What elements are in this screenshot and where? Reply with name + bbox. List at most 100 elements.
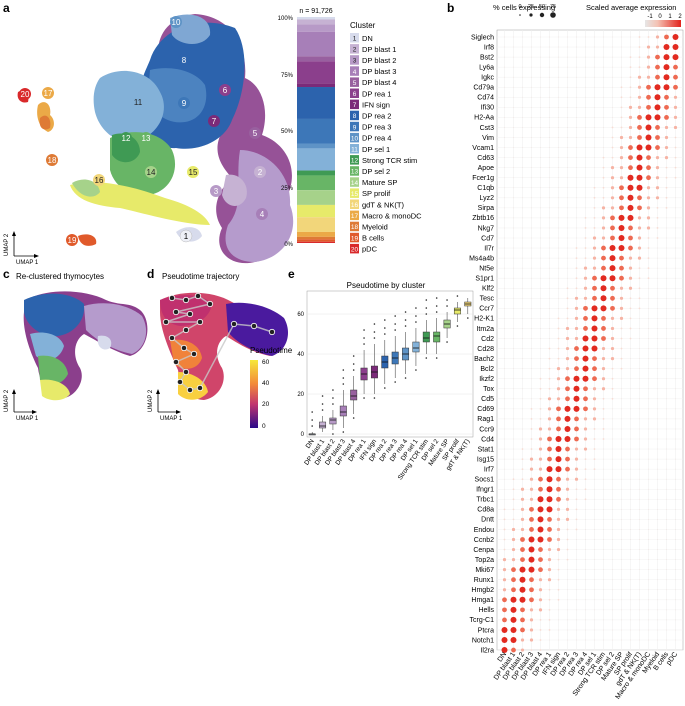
expression-dot: [576, 619, 577, 621]
expression-dot: [531, 177, 532, 179]
expression-dot: [547, 537, 552, 542]
expression-dot: [540, 297, 541, 299]
legend-swatch: [350, 166, 359, 176]
expression-dot: [567, 56, 568, 58]
expression-dot: [575, 508, 578, 511]
expression-dot: [513, 167, 514, 169]
gene-label: Tcrg-C1: [469, 617, 494, 624]
pseudotime-tick: 0: [262, 423, 266, 430]
expression-dot: [549, 247, 550, 249]
expression-dot: [511, 537, 516, 542]
expression-dot: [520, 507, 525, 511]
expression-dot: [648, 539, 649, 540]
legend-name: DP rea 1: [362, 89, 391, 98]
expression-dot: [522, 368, 523, 370]
expression-dot: [648, 589, 649, 591]
trajectory-node: [162, 318, 170, 326]
expression-dot: [628, 135, 633, 140]
expression-dot: [646, 104, 651, 110]
expression-dot: [529, 587, 534, 593]
expression-dot: [603, 36, 604, 38]
expression-dot: [630, 468, 631, 470]
expression-dot: [513, 187, 514, 189]
expression-dot: [602, 166, 605, 169]
expression-dot: [639, 448, 640, 450]
expression-dot: [567, 277, 568, 279]
expression-dot: [629, 317, 632, 320]
expression-dot: [646, 84, 651, 90]
legend-swatch: [350, 199, 359, 209]
expression-dot: [583, 305, 588, 311]
expression-dot: [664, 94, 669, 100]
expression-dot: [647, 257, 650, 259]
expression-dot: [522, 358, 523, 360]
expression-dot: [538, 578, 543, 582]
expression-dot: [567, 96, 568, 98]
expression-dot: [567, 619, 568, 621]
expression-dot: [574, 477, 579, 481]
expression-dot: [576, 569, 577, 571]
expression-dot: [601, 346, 606, 351]
expression-dot: [549, 106, 550, 108]
legend-number: 11: [351, 147, 358, 154]
stack-segment: [297, 87, 335, 119]
expression-dot: [531, 96, 532, 98]
expression-dot: [513, 358, 514, 360]
expression-dot: [511, 647, 516, 653]
expression-dot: [666, 629, 667, 631]
expression-dot: [657, 348, 658, 350]
gene-label: Endou: [474, 527, 494, 534]
expression-dot: [540, 348, 541, 350]
expression-dot: [603, 589, 604, 591]
expression-dot: [558, 227, 559, 229]
legend-swatch: [350, 232, 359, 243]
expression-dot: [504, 468, 505, 470]
expression-dot: [648, 418, 649, 420]
expression-dot: [657, 418, 658, 420]
expression-dot: [603, 629, 604, 631]
gene-label: Cd63: [477, 155, 494, 162]
expression-dot: [639, 478, 640, 480]
expression-dot: [648, 327, 649, 329]
pseudotime-tick: 20: [262, 401, 270, 408]
expression-dot: [565, 336, 570, 341]
expression-dot: [529, 467, 534, 471]
expression-dot: [531, 187, 532, 189]
box-outlier: [373, 323, 376, 325]
expression-dot: [639, 327, 640, 329]
expression-dot: [540, 86, 541, 88]
expression-dot: [602, 438, 605, 440]
expression-dot: [636, 174, 643, 181]
expression-dot: [558, 639, 559, 641]
expression-dot: [540, 157, 541, 159]
expression-dot: [558, 126, 559, 128]
gene-label: Hells: [478, 607, 494, 614]
expression-dot: [666, 599, 667, 601]
legend-name: DP rea 2: [362, 112, 391, 121]
expression-dot: [675, 277, 676, 279]
expression-dot: [574, 457, 579, 461]
stack-tick: 0%: [284, 242, 293, 248]
expression-dot: [585, 589, 586, 591]
expression-dot: [567, 629, 568, 631]
umap-axis-2-label: UMAP 2: [148, 389, 154, 412]
expression-dot: [558, 177, 559, 179]
expression-dot: [556, 486, 561, 492]
expression-dot: [538, 476, 543, 482]
expression-dot: [583, 386, 588, 392]
legend-swatch: [350, 121, 359, 132]
expression-dot: [548, 387, 551, 390]
expression-dot: [520, 557, 525, 562]
gene-label: Igkc: [481, 75, 494, 82]
expression-dot: [522, 287, 523, 289]
expression-dot: [646, 75, 651, 79]
expression-dot: [567, 66, 568, 68]
expression-dot: [567, 46, 568, 48]
gene-label: Itm2a: [476, 326, 494, 333]
expression-dot: [504, 478, 505, 480]
expression-dot: [612, 559, 613, 561]
size-legend-dot: [539, 12, 545, 18]
expression-dot: [657, 468, 658, 470]
expression-dot: [504, 197, 505, 199]
expression-dot: [630, 569, 631, 571]
